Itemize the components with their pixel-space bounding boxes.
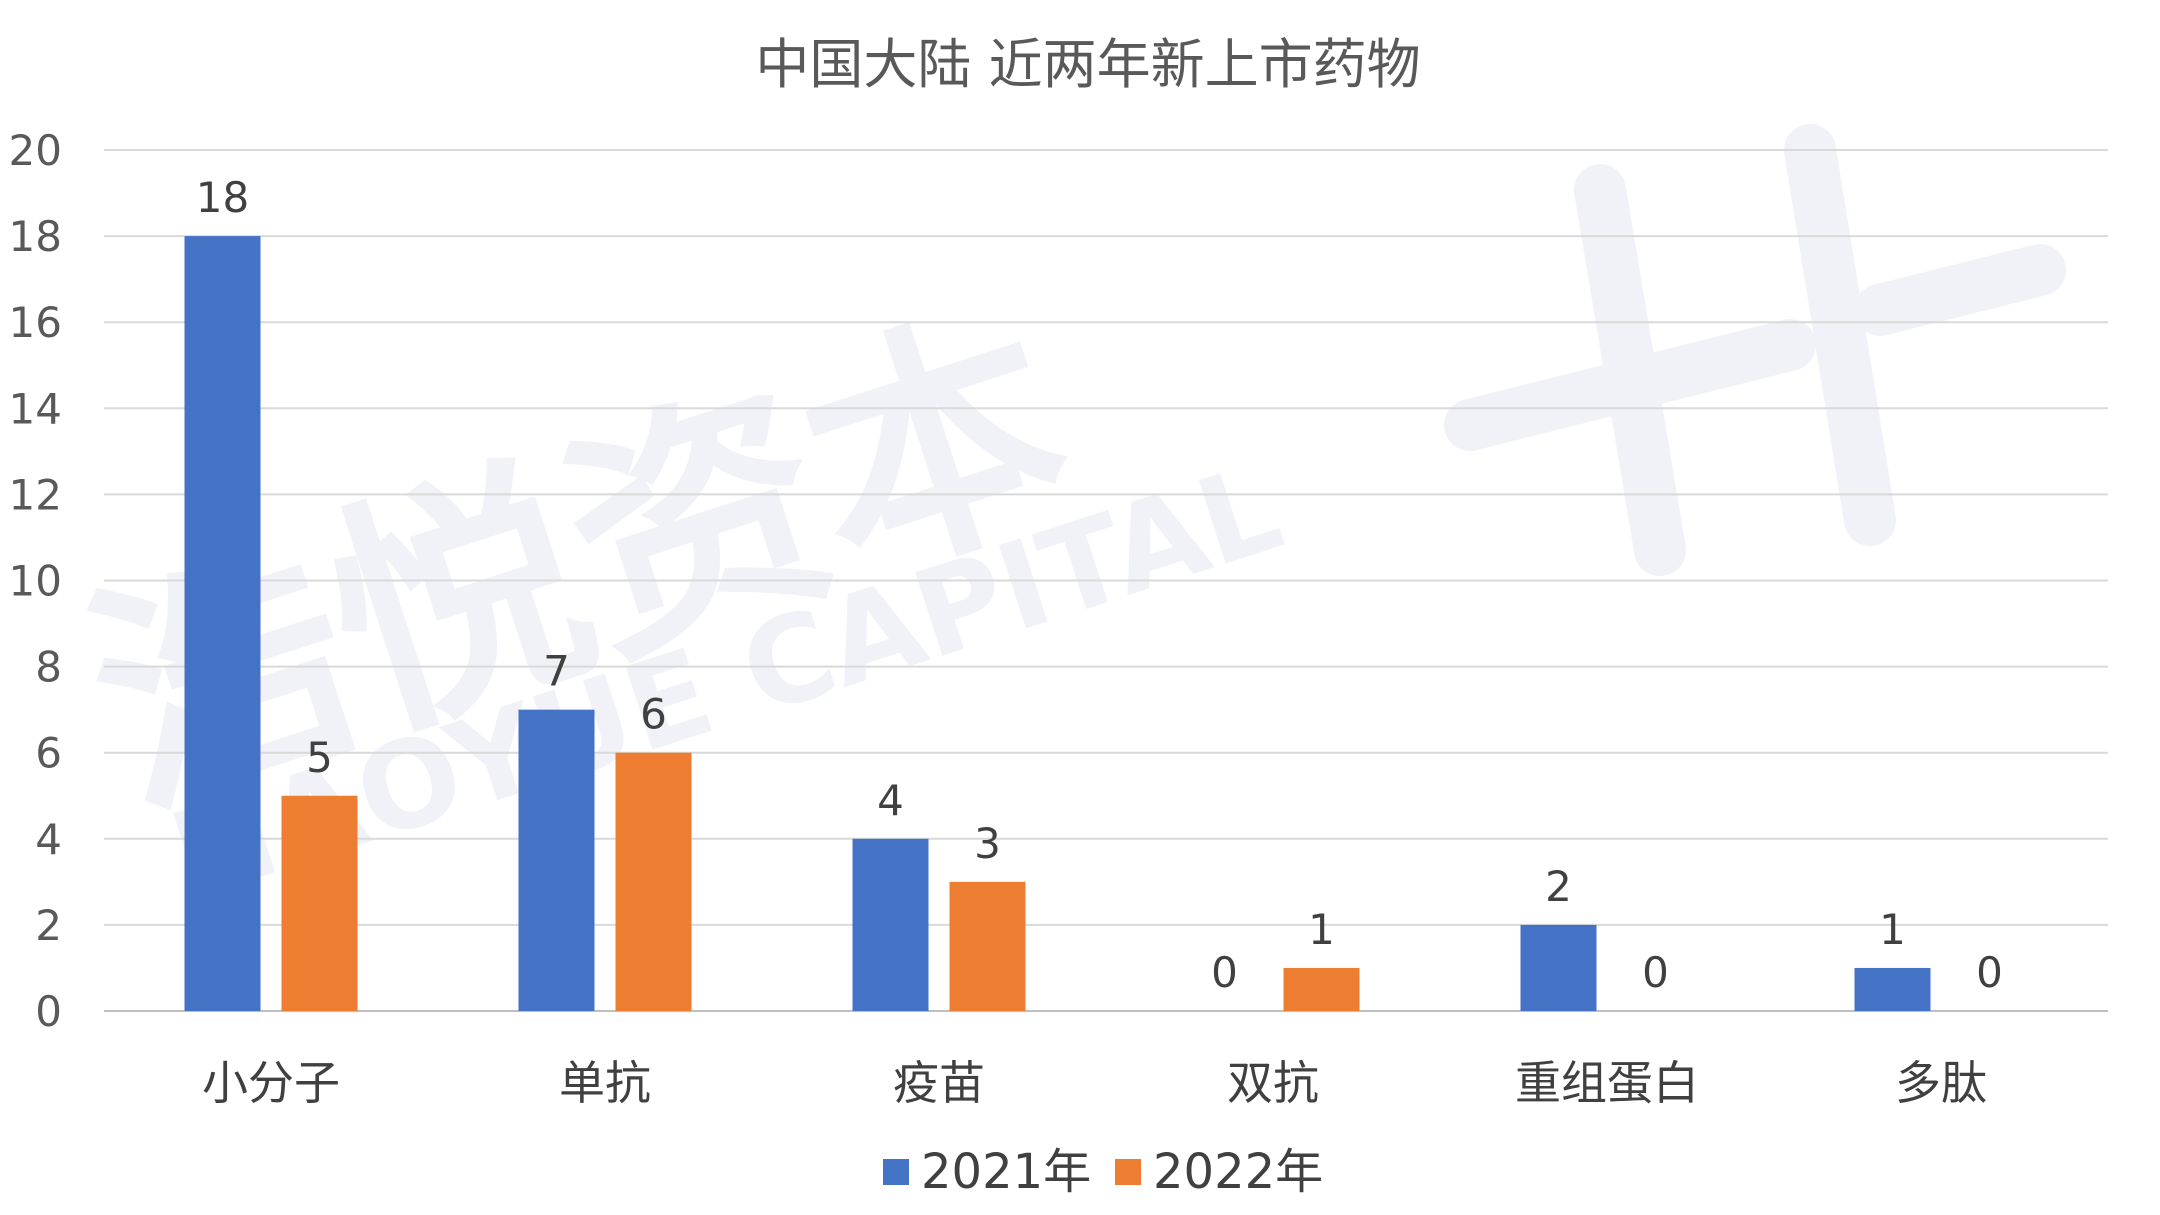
bar-2021年	[518, 709, 595, 1011]
data-label: 0	[1211, 948, 1238, 997]
data-label: 0	[1976, 948, 2003, 997]
y-tick-label: 10	[9, 557, 62, 606]
chart-title: 中国大陆 近两年新上市药物	[755, 33, 1420, 96]
data-label: 5	[306, 733, 333, 782]
bar-2022年	[281, 795, 358, 1011]
x-category-label: 单抗	[559, 1056, 651, 1110]
x-category-label: 小分子	[202, 1056, 340, 1110]
y-tick-label: 16	[9, 298, 62, 347]
data-label: 2	[1545, 862, 1572, 911]
bar-2021年	[184, 236, 261, 1012]
y-tick-label: 8	[35, 643, 62, 692]
gridlines	[104, 149, 2108, 1012]
bar-2022年	[615, 752, 692, 1011]
x-category-label: 重组蛋白	[1515, 1056, 1699, 1110]
x-axis-categories: 小分子 单抗 疫苗 双抗 重组蛋白 多肽	[202, 1056, 1987, 1110]
y-tick-label: 2	[35, 901, 62, 950]
bar-2021年	[1520, 924, 1597, 1011]
legend-swatch	[883, 1159, 909, 1185]
y-tick-label: 18	[9, 212, 62, 261]
y-tick-label: 20	[9, 126, 62, 175]
y-tick-label: 0	[35, 987, 62, 1036]
data-label: 18	[196, 173, 249, 222]
watermark-logo-icon	[1444, 124, 2066, 576]
bar-2022年	[1283, 967, 1360, 1011]
data-label: 0	[1642, 948, 1669, 997]
y-axis-ticks: 0 2 4 6 8 10 12 14 16 18 20	[9, 126, 62, 1036]
y-tick-label: 4	[35, 815, 62, 864]
legend-swatch	[1115, 1159, 1141, 1185]
data-labels: 18 5 7 6 4 3 0 1 2 0 1 0	[196, 173, 2003, 997]
legend-label: 2022年	[1153, 1144, 1323, 1200]
y-tick-label: 14	[9, 384, 62, 433]
bar-2022年	[949, 881, 1026, 1011]
y-tick-label: 6	[35, 729, 62, 778]
data-label: 6	[640, 690, 667, 739]
x-category-label: 疫苗	[893, 1056, 985, 1110]
data-label: 4	[877, 776, 904, 825]
legend: 2021年 2022年	[883, 1144, 1323, 1200]
bar-2021年	[1854, 967, 1931, 1011]
data-label: 7	[543, 647, 570, 696]
data-label: 3	[974, 819, 1001, 868]
y-tick-label: 12	[9, 470, 62, 519]
bar-2021年	[852, 838, 929, 1011]
legend-label: 2021年	[921, 1144, 1091, 1200]
x-category-label: 双抗	[1227, 1056, 1319, 1110]
x-category-label: 多肽	[1895, 1056, 1987, 1110]
data-label: 1	[1879, 905, 1906, 954]
data-label: 1	[1308, 905, 1335, 954]
bars	[184, 236, 1931, 1012]
